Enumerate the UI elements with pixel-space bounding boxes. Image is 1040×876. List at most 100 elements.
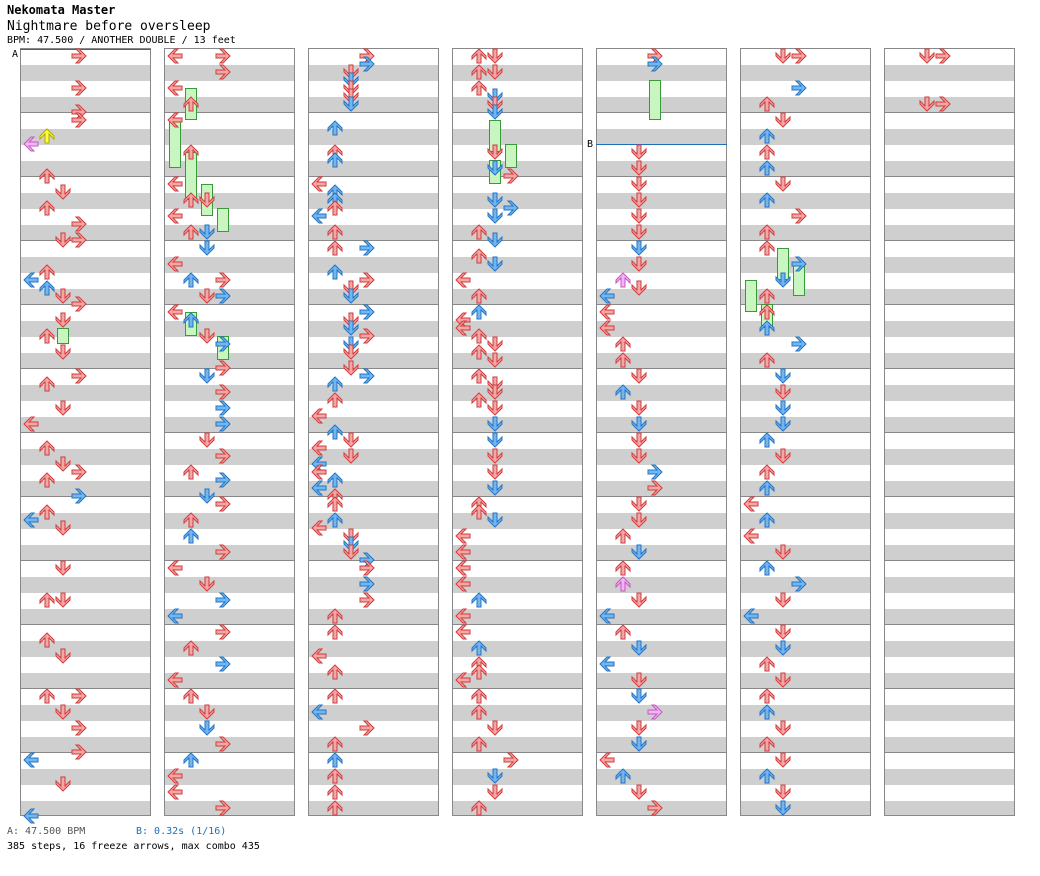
bpm-line-b <box>596 144 727 145</box>
step-arrow-up-icon <box>631 496 647 512</box>
step-arrow-left-icon <box>455 272 471 288</box>
step-arrow-down-icon <box>615 528 631 544</box>
marker-a: A <box>12 49 19 60</box>
step-arrow-left-icon <box>743 608 759 624</box>
step-arrow-down-icon <box>327 784 343 800</box>
step-arrow-left-icon <box>311 208 327 224</box>
step-arrow-up-icon <box>487 232 503 248</box>
step-arrow-down-icon <box>327 800 343 816</box>
step-arrow-left-icon <box>455 672 471 688</box>
step-arrow-right-icon <box>791 80 807 96</box>
step-arrow-right-icon <box>71 488 87 504</box>
step-arrow-right-icon <box>935 48 951 64</box>
step-arrow-down-icon <box>615 352 631 368</box>
step-arrow-right-icon <box>215 656 231 672</box>
step-arrow-up-icon <box>343 448 359 464</box>
step-arrow-down-icon <box>327 240 343 256</box>
step-arrow-left-icon <box>167 672 183 688</box>
freeze-arrow-right <box>505 144 517 168</box>
step-arrow-up-icon <box>487 448 503 464</box>
step-arrow-left-icon <box>599 320 615 336</box>
step-arrow-right-icon <box>359 368 375 384</box>
step-arrow-up-icon <box>631 144 647 160</box>
step-arrow-up-icon <box>775 672 791 688</box>
freeze-arrow-right <box>649 80 661 120</box>
step-arrow-up-icon <box>775 176 791 192</box>
step-arrow-up-icon <box>631 432 647 448</box>
step-arrow-down-icon <box>183 312 199 328</box>
step-arrow-right-icon <box>359 328 375 344</box>
bpm-line-a <box>20 49 151 50</box>
freeze-arrow-up <box>57 328 69 344</box>
step-arrow-right-icon <box>647 464 663 480</box>
step-arrow-right-icon <box>71 80 87 96</box>
step-arrow-up-icon <box>775 800 791 816</box>
step-arrow-left-icon <box>167 112 183 128</box>
step-arrow-down-icon <box>471 368 487 384</box>
step-arrow-up-icon <box>487 352 503 368</box>
step-arrow-down-icon <box>615 560 631 576</box>
step-arrow-left-icon <box>455 528 471 544</box>
step-arrow-right-icon <box>215 736 231 752</box>
step-arrow-up-icon <box>55 592 71 608</box>
step-arrow-left-icon <box>311 408 327 424</box>
step-arrow-right-icon <box>647 704 663 720</box>
step-arrow-up-icon <box>487 400 503 416</box>
step-arrow-up-icon <box>487 384 503 400</box>
step-arrow-left-icon <box>23 416 39 432</box>
step-arrow-right-icon <box>215 336 231 352</box>
step-arrow-up-icon <box>919 96 935 112</box>
step-arrow-up-icon <box>487 160 503 176</box>
step-arrow-down-icon <box>327 688 343 704</box>
step-arrow-right-icon <box>359 272 375 288</box>
step-arrow-up-icon <box>487 96 503 112</box>
step-arrow-down-icon <box>327 512 343 528</box>
step-arrow-down-icon <box>615 336 631 352</box>
step-arrow-up-icon <box>775 784 791 800</box>
step-arrow-right-icon <box>791 48 807 64</box>
step-arrow-up-icon <box>487 376 503 392</box>
step-arrow-down-icon <box>759 288 775 304</box>
step-arrow-right-icon <box>215 416 231 432</box>
step-arrow-down-icon <box>759 128 775 144</box>
step-arrow-right-icon <box>71 688 87 704</box>
step-arrow-left-icon <box>23 808 39 824</box>
step-arrow-down-icon <box>183 512 199 528</box>
step-arrow-down-icon <box>327 752 343 768</box>
step-arrow-right-icon <box>503 168 519 184</box>
step-arrow-up-icon <box>775 752 791 768</box>
step-arrow-down-icon <box>759 192 775 208</box>
step-arrow-right-icon <box>71 744 87 760</box>
step-arrow-up-icon <box>775 640 791 656</box>
step-arrow-down-icon <box>327 224 343 240</box>
step-arrow-down-icon <box>471 664 487 680</box>
step-arrow-up-icon <box>343 528 359 544</box>
step-arrow-down-icon <box>615 576 631 592</box>
step-arrow-right-icon <box>71 720 87 736</box>
step-arrow-right-icon <box>71 48 87 64</box>
step-arrow-up-icon <box>487 784 503 800</box>
step-arrow-up-icon <box>199 288 215 304</box>
step-arrow-down-icon <box>39 440 55 456</box>
step-arrow-up-icon <box>775 624 791 640</box>
step-arrow-up-icon <box>487 480 503 496</box>
chart-column-5 <box>596 48 727 816</box>
step-arrow-up-icon <box>487 512 503 528</box>
step-arrow-up-icon <box>631 720 647 736</box>
step-arrow-up-icon <box>55 704 71 720</box>
step-arrow-down-icon <box>471 248 487 264</box>
step-arrow-right-icon <box>215 48 231 64</box>
step-arrow-down-icon <box>183 144 199 160</box>
step-arrow-up-icon <box>631 240 647 256</box>
step-arrow-down-icon <box>471 392 487 408</box>
step-arrow-up-icon <box>199 432 215 448</box>
step-arrow-down-icon <box>327 264 343 280</box>
step-arrow-down-icon <box>759 240 775 256</box>
step-arrow-down-icon <box>759 144 775 160</box>
step-arrow-right-icon <box>215 400 231 416</box>
step-arrow-up-icon <box>343 288 359 304</box>
step-arrow-down-icon <box>183 192 199 208</box>
step-arrow-down-icon <box>759 736 775 752</box>
step-arrow-up-icon <box>631 224 647 240</box>
step-arrow-up-icon <box>55 776 71 792</box>
